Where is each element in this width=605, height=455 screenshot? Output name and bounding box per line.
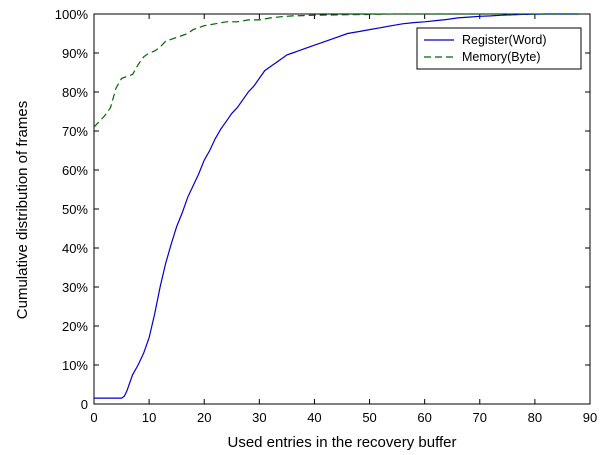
- series-line-memory: [93, 13, 579, 128]
- y-tick-label: 20%: [62, 319, 88, 334]
- x-axis-label: Used entries in the recovery buffer: [227, 434, 456, 451]
- x-tick-label: 0: [90, 410, 97, 425]
- y-tick-label: 100%: [55, 7, 89, 22]
- x-tick-label: 30: [252, 410, 266, 425]
- series-line-register: [94, 13, 579, 399]
- y-tick-label: 60%: [62, 163, 88, 178]
- y-tick-label: 0: [81, 397, 88, 412]
- legend-label-register: Register(Word): [462, 33, 547, 47]
- x-tick-label: 40: [307, 410, 321, 425]
- x-tick-label: 80: [528, 410, 542, 425]
- y-tick-label: 50%: [62, 202, 88, 217]
- y-tick-label: 70%: [62, 124, 88, 139]
- x-tick-label: 20: [197, 410, 211, 425]
- legend-label-memory: Memory(Byte): [462, 50, 540, 64]
- x-tick-label: 50: [362, 410, 376, 425]
- x-tick-label: 10: [142, 410, 156, 425]
- legend-box: [416, 27, 582, 70]
- y-axis-label: Cumulative distribution of frames: [14, 101, 31, 319]
- legend: Register(Word) Memory(Byte): [416, 27, 582, 70]
- x-axis-ticks: 0 10 20 30 40 50 60 70 80 90: [90, 14, 597, 425]
- x-tick-label: 70: [473, 410, 487, 425]
- y-tick-label: 80%: [62, 85, 88, 100]
- y-tick-label: 30%: [62, 280, 88, 295]
- x-tick-label: 90: [583, 410, 597, 425]
- series-layer: [93, 13, 579, 399]
- plot-frame: [93, 13, 591, 405]
- y-tick-label: 90%: [62, 46, 88, 61]
- x-tick-label: 60: [417, 410, 431, 425]
- y-tick-label: 40%: [62, 241, 88, 256]
- y-axis-ticks: 0 10% 20% 30% 40% 50% 60% 70% 80% 90% 100%: [55, 7, 590, 412]
- y-tick-label: 10%: [62, 358, 88, 373]
